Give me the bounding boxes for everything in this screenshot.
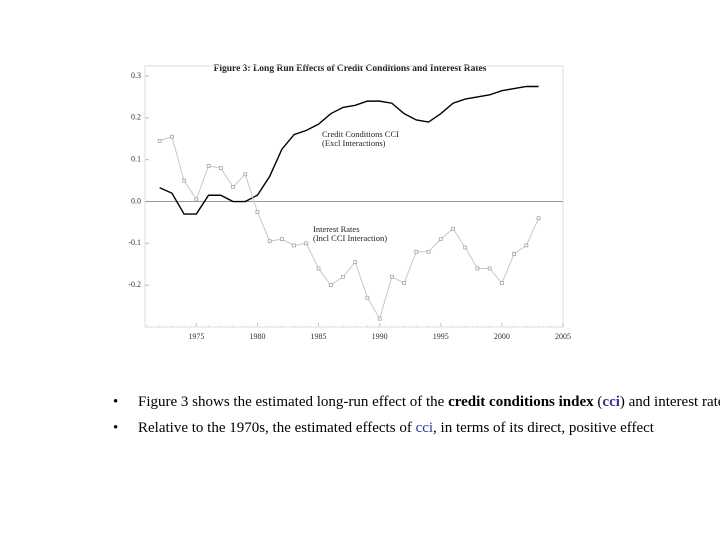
point-marker [341, 274, 345, 279]
x-tick-label: 1975 [188, 332, 204, 341]
y-tick-label: -0.1 [128, 238, 141, 247]
point-marker [182, 178, 186, 183]
bullet-text: Figure 3 shows the estimated long-run ef… [138, 394, 720, 411]
bullet: • Figure 3 shows the estimated long-run e… [0, 394, 720, 420]
point-marker [377, 316, 382, 321]
x-tick-label: 1990 [372, 332, 388, 341]
text-run: , in terms of its direct, positive effec… [433, 420, 654, 436]
y-tick-label: 0.0 [131, 196, 141, 205]
point-marker [280, 237, 284, 242]
point-marker [157, 139, 162, 143]
point-marker [243, 172, 248, 177]
text-run: Relative to the 1970s, the estimated eff… [138, 420, 416, 436]
point-marker [414, 249, 419, 254]
point-marker [365, 295, 370, 300]
point-marker [402, 281, 406, 285]
point-marker [426, 249, 431, 254]
bullet-list: • Figure 3 shows the estimated long-run e… [0, 394, 720, 446]
point-marker [231, 185, 235, 189]
point-marker [451, 226, 455, 231]
point-marker [463, 245, 468, 250]
point-marker [500, 281, 504, 285]
x-tick-label: 2000 [494, 332, 510, 341]
bullet-dot: • [113, 420, 119, 436]
point-marker [536, 216, 541, 221]
series-line [159, 136, 540, 320]
point-marker [206, 164, 211, 168]
y-tick-label: 0.2 [131, 113, 141, 122]
point-marker [524, 243, 529, 248]
y-tick-label: 0.1 [131, 155, 141, 164]
text-run: cci [602, 394, 620, 410]
point-marker [475, 266, 480, 271]
bullet-text: Relative to the 1970s, the estimated eff… [138, 420, 654, 437]
point-marker [292, 243, 296, 248]
point-marker [170, 134, 174, 139]
series-line [159, 85, 539, 215]
point-marker [267, 239, 272, 244]
chart-title: Figure 3: Long Run Effects of Credit Con… [214, 64, 487, 74]
text-run: credit conditions index [448, 394, 594, 410]
point-marker [353, 260, 358, 265]
text-run: Figure 3 shows the estimated long-run ef… [138, 394, 449, 410]
x-tick-label: 2005 [555, 332, 571, 341]
point-marker [328, 283, 333, 288]
point-marker [255, 210, 260, 214]
bullet-dot: • [113, 394, 119, 410]
chart: Figure 3: Long Run Effects of Credit Con… [128, 64, 571, 341]
bullet: • Relative to the 1970s, the estimated ef… [0, 420, 720, 446]
y-tick-label: 0.3 [131, 71, 141, 80]
y-tick-label: -0.2 [128, 280, 141, 289]
text-run: ( [593, 394, 603, 410]
text-run: ) and interest rates [619, 394, 720, 410]
plot-frame [144, 65, 564, 328]
annotation: (Incl CCI Interaction) [313, 233, 387, 243]
point-marker [316, 266, 321, 271]
point-marker [487, 266, 492, 271]
text-run: cci [415, 420, 434, 436]
annotation: (Excl Interactions) [322, 138, 386, 148]
x-tick-label: 1985 [311, 332, 327, 341]
point-marker [304, 241, 309, 246]
x-tick-label: 1980 [249, 332, 265, 341]
point-marker [438, 237, 443, 242]
annotation: Interest Rates [313, 224, 360, 234]
point-marker [390, 274, 394, 279]
annotation: Credit Conditions CCI [322, 129, 399, 139]
x-tick-label: 1995 [433, 332, 449, 341]
point-marker [194, 197, 199, 202]
point-marker [218, 166, 223, 170]
point-marker [512, 251, 516, 256]
